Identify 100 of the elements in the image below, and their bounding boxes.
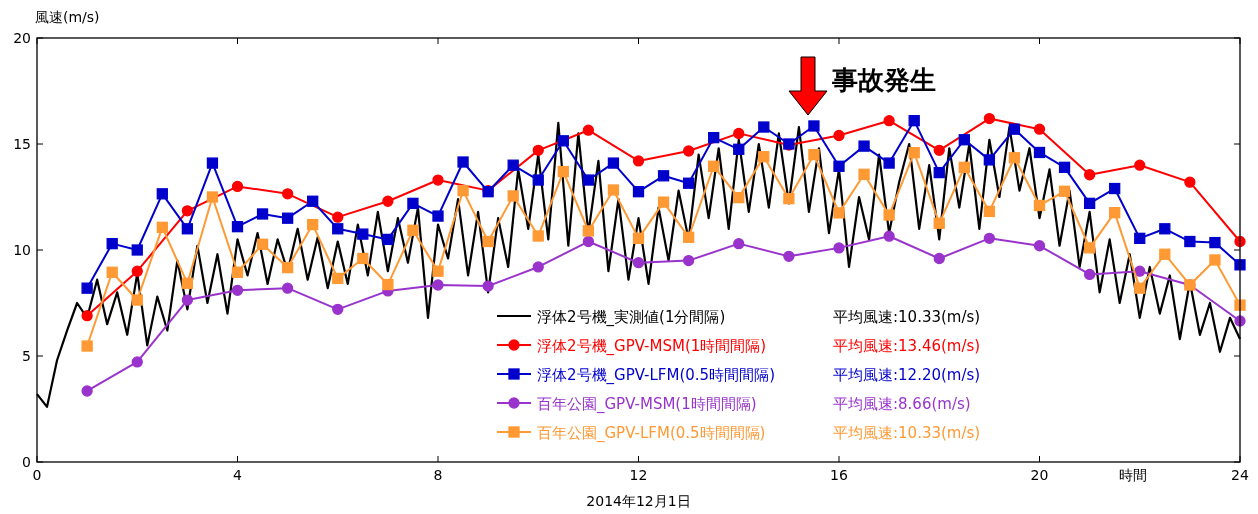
point bbox=[958, 134, 970, 146]
point bbox=[307, 218, 319, 231]
point bbox=[532, 261, 544, 273]
point bbox=[1134, 265, 1146, 277]
point bbox=[607, 157, 620, 169]
point bbox=[156, 188, 168, 200]
point bbox=[557, 165, 569, 178]
annotation: 事故発生 bbox=[831, 65, 936, 95]
point bbox=[1234, 299, 1246, 311]
point bbox=[382, 278, 394, 291]
point bbox=[657, 196, 670, 208]
point bbox=[983, 154, 996, 166]
point bbox=[1058, 161, 1071, 173]
point bbox=[883, 230, 895, 242]
point bbox=[106, 237, 118, 250]
point bbox=[933, 252, 945, 265]
point bbox=[1134, 159, 1146, 171]
point bbox=[256, 208, 269, 220]
point bbox=[1184, 235, 1196, 248]
point bbox=[632, 155, 645, 167]
point bbox=[733, 143, 745, 155]
point bbox=[682, 177, 695, 189]
annotation: 平均風速:12.20(m/s) bbox=[833, 366, 981, 384]
annotation: 平均風速:13.46(m/s) bbox=[833, 337, 981, 355]
x-tick-label: 24 bbox=[1231, 467, 1249, 483]
point bbox=[933, 166, 945, 179]
point bbox=[582, 124, 595, 136]
point bbox=[1109, 207, 1121, 219]
point bbox=[883, 115, 895, 127]
point bbox=[457, 184, 469, 197]
point bbox=[407, 224, 419, 236]
point bbox=[181, 223, 194, 235]
point bbox=[357, 228, 369, 240]
point bbox=[582, 225, 595, 237]
x-axis-title: 2014年12月1日 bbox=[586, 493, 691, 509]
point bbox=[231, 221, 244, 233]
point bbox=[933, 217, 945, 229]
point bbox=[908, 147, 920, 159]
point bbox=[1033, 240, 1046, 252]
x-tick-label: 12 bbox=[629, 467, 648, 483]
point bbox=[181, 277, 194, 289]
point bbox=[1083, 242, 1096, 254]
point bbox=[983, 205, 996, 218]
point bbox=[833, 129, 845, 142]
point bbox=[607, 184, 620, 196]
point bbox=[482, 235, 494, 248]
legend-label: 百年公園_GPV-MSM(1時間間隔) bbox=[537, 395, 757, 414]
point bbox=[131, 244, 143, 256]
point bbox=[206, 191, 219, 203]
point bbox=[1033, 199, 1046, 212]
point bbox=[708, 160, 720, 172]
y-tick-label: 5 bbox=[22, 348, 31, 364]
point bbox=[382, 195, 394, 207]
point bbox=[482, 280, 494, 292]
point bbox=[833, 242, 845, 254]
point bbox=[281, 261, 294, 274]
x-tick-label: 0 bbox=[32, 467, 42, 483]
point bbox=[81, 310, 93, 322]
legend-label: 浮体2号機_実測値(1分間隔) bbox=[537, 308, 726, 327]
point bbox=[983, 232, 996, 244]
point bbox=[81, 340, 93, 352]
point bbox=[231, 284, 244, 296]
point bbox=[1159, 248, 1171, 260]
point bbox=[332, 272, 344, 285]
point bbox=[181, 294, 194, 306]
point bbox=[281, 212, 294, 224]
point bbox=[432, 265, 444, 277]
point bbox=[181, 205, 194, 217]
point bbox=[432, 279, 444, 291]
point bbox=[81, 385, 93, 397]
x-tick-label: 20 bbox=[1030, 467, 1049, 483]
point bbox=[1083, 197, 1096, 210]
point bbox=[758, 121, 770, 133]
point bbox=[532, 230, 544, 242]
point bbox=[532, 174, 544, 186]
point bbox=[432, 210, 444, 222]
point bbox=[582, 174, 595, 186]
point bbox=[632, 257, 645, 269]
point bbox=[407, 197, 419, 210]
point bbox=[332, 223, 344, 235]
legend-label: 百年公園_GPV-LFM(0.5時間間隔) bbox=[537, 424, 766, 443]
point bbox=[231, 180, 244, 193]
point bbox=[833, 207, 845, 219]
point bbox=[632, 186, 645, 198]
point bbox=[858, 140, 870, 152]
y-tick-label: 10 bbox=[13, 242, 31, 258]
point bbox=[1159, 223, 1171, 235]
point bbox=[983, 112, 996, 125]
x-tick-label: 8 bbox=[433, 467, 443, 483]
point bbox=[1083, 268, 1096, 281]
annotation: 平均風速:10.33(m/s) bbox=[833, 308, 981, 326]
point bbox=[507, 159, 519, 171]
point bbox=[307, 195, 319, 207]
y-tick-label: 15 bbox=[13, 136, 31, 152]
annotation: 平均風速:10.33(m/s) bbox=[833, 424, 981, 442]
point bbox=[733, 237, 745, 250]
point bbox=[382, 233, 394, 246]
point bbox=[532, 144, 544, 157]
point bbox=[507, 190, 519, 202]
point bbox=[908, 115, 920, 127]
